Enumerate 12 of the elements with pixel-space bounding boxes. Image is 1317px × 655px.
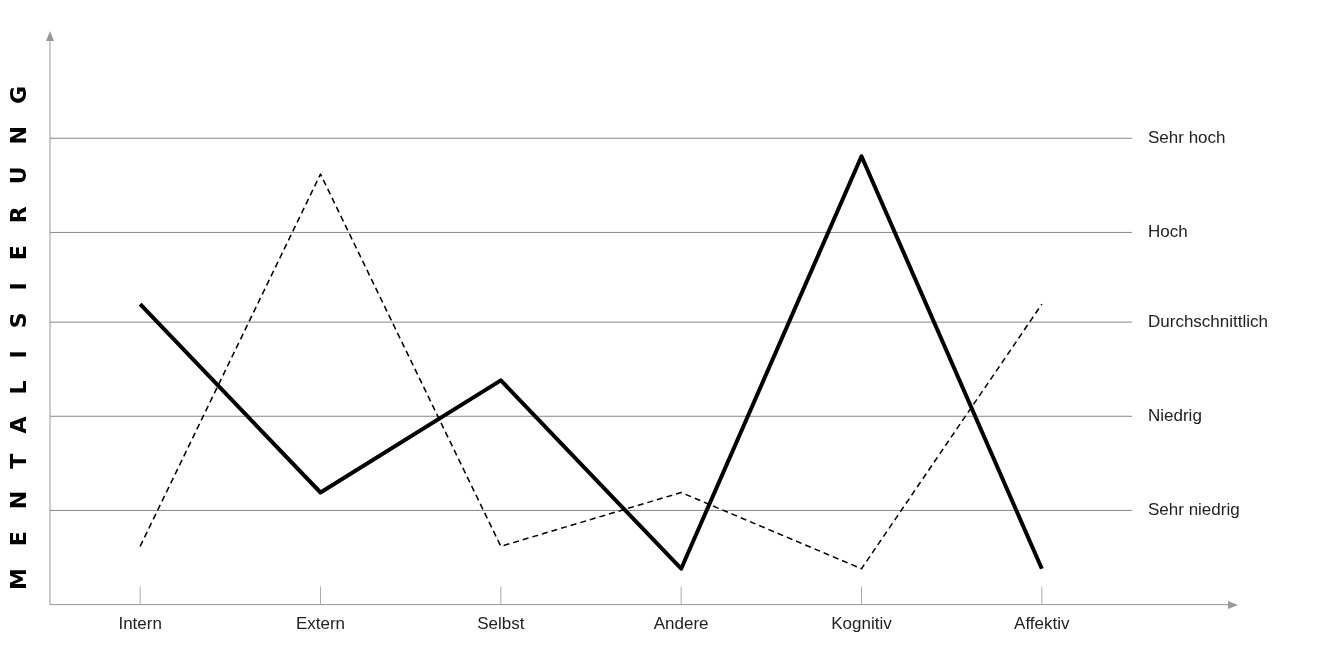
ref-line-label: Sehr hoch bbox=[1148, 127, 1226, 147]
x-tick-label: Andere bbox=[653, 614, 709, 634]
x-tick-label: Kognitiv bbox=[831, 614, 893, 634]
x-tick-label: Intern bbox=[118, 614, 162, 634]
ref-line-label: Sehr niedrig bbox=[1148, 500, 1240, 520]
ref-line-label: Niedrig bbox=[1148, 405, 1202, 425]
ref-line-label: Durchschnittlich bbox=[1148, 311, 1268, 331]
y-axis-title: MENTALISIERUNG bbox=[5, 63, 31, 591]
x-tick-label: Extern bbox=[295, 614, 346, 634]
x-tick-label: Affektiv bbox=[1014, 614, 1071, 634]
ref-line-label: Hoch bbox=[1148, 222, 1188, 242]
x-tick-label: Selbst bbox=[477, 614, 525, 634]
